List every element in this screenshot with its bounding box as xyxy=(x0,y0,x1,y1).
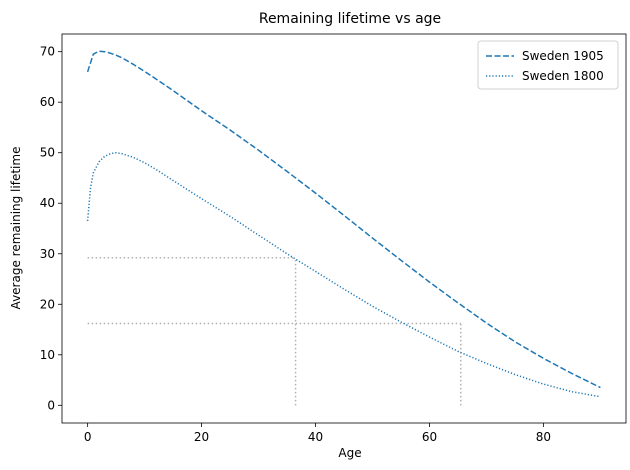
x-tick-label: 20 xyxy=(194,430,209,444)
x-tick-label: 0 xyxy=(84,430,92,444)
x-tick-label: 60 xyxy=(422,430,437,444)
legend: Sweden 1905 Sweden 1800 xyxy=(477,40,619,90)
x-axis-label: Age xyxy=(338,446,361,460)
legend-label-0: Sweden 1905 xyxy=(522,49,604,63)
series-line-1 xyxy=(86,151,601,398)
x-axis-ticks: 0 20 40 60 80 xyxy=(84,423,551,444)
legend-box xyxy=(477,40,619,90)
y-tick-label: 0 xyxy=(47,398,55,412)
plot-frame xyxy=(61,33,627,424)
y-tick-label: 40 xyxy=(40,196,55,210)
y-tick-label: 60 xyxy=(40,95,55,109)
y-axis-label: Average remaining lifetime xyxy=(9,147,23,310)
series-line-0 xyxy=(86,50,601,389)
x-tick-label: 80 xyxy=(536,430,551,444)
y-tick-label: 20 xyxy=(40,297,55,311)
chart-title: Remaining lifetime vs age xyxy=(259,11,441,27)
y-axis-ticks: 0 10 20 30 40 50 60 70 xyxy=(40,45,62,412)
x-tick-label: 40 xyxy=(308,430,323,444)
y-tick-label: 10 xyxy=(40,348,55,362)
y-tick-label: 30 xyxy=(40,247,55,261)
y-tick-label: 50 xyxy=(40,146,55,160)
plot-area xyxy=(86,50,601,406)
y-tick-label: 70 xyxy=(40,45,55,59)
legend-label-1: Sweden 1800 xyxy=(522,69,604,83)
